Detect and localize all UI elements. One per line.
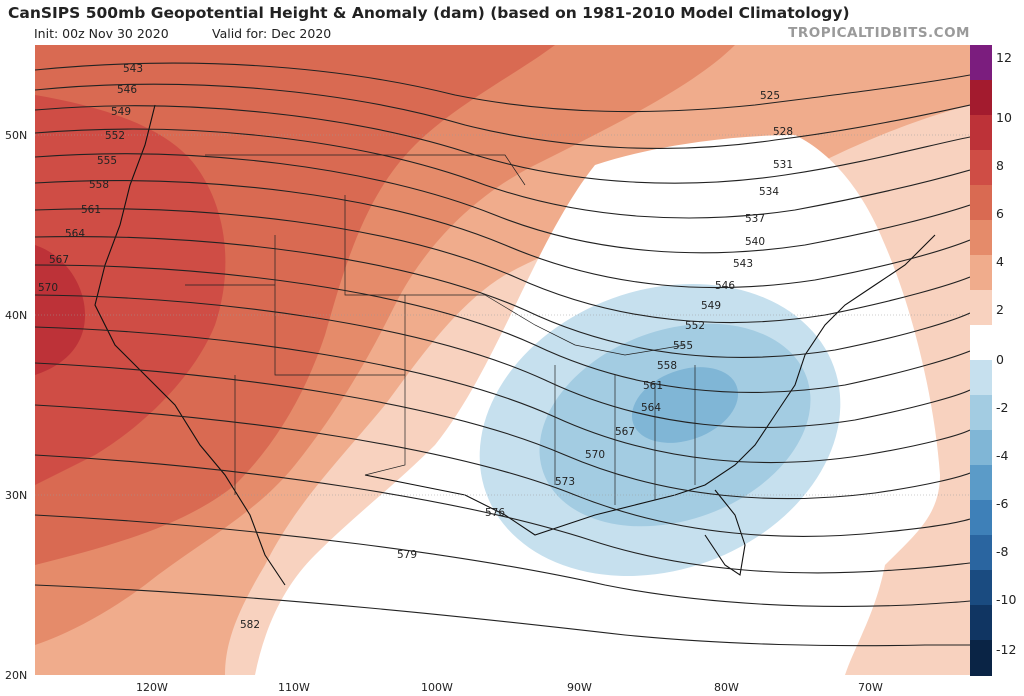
colorbar-swatch [970,185,992,221]
lat-label: 30N [5,489,28,502]
lon-label: 70W [858,681,883,694]
contour-label: 549 [701,300,721,312]
colorbar-swatch [970,360,992,396]
contour-label: 543 [123,63,143,75]
contour-label: 540 [745,236,765,248]
colorbar-swatch [970,500,992,536]
contour-label: 558 [89,179,109,191]
lon-label: 90W [567,681,592,694]
contour-label: 576 [485,507,505,519]
contour-label: 528 [773,126,793,138]
colorbar-label: -4 [996,448,1009,463]
contour-label: 552 [105,130,125,142]
contour-label: 537 [745,213,765,225]
colorbar-swatch [970,325,992,361]
contour-label: 552 [685,320,705,332]
lon-label: 80W [714,681,739,694]
colorbar-label: 0 [996,352,1004,367]
lon-label: 120W [136,681,168,694]
contour-label: 561 [643,380,663,392]
contour-label: 564 [65,228,85,240]
brand-watermark: TROPICALTIDBITS.COM [788,25,970,41]
contour-label: 555 [673,340,693,352]
colorbar-swatch [970,220,992,256]
colorbar-swatch [970,255,992,291]
contour-label: 534 [759,186,779,198]
colorbar-label: -6 [996,496,1009,511]
contour-label: 543 [733,258,753,270]
init-time: Init: 00z Nov 30 2020 [34,26,169,41]
contour-label: 531 [773,159,793,171]
colorbar-swatch [970,45,992,81]
contour-label: 561 [81,204,101,216]
colorbar-swatch [970,290,992,326]
contour-label: 570 [585,449,605,461]
lat-label: 40N [5,309,28,322]
colorbar-swatch [970,80,992,116]
lon-label: 110W [278,681,310,694]
colorbar-swatch [970,640,992,676]
lat-label: 20N [5,669,28,682]
colorbar-label: 4 [996,254,1004,269]
colorbar-swatch [970,115,992,151]
colorbar-label: -10 [996,592,1017,607]
map-panel: 543 546 549 552 555 558 561 564 567 570 … [35,45,970,675]
contour-label: 567 [615,426,635,438]
contour-label: 525 [760,90,780,102]
colorbar-label: 6 [996,206,1004,221]
contour-label: 546 [117,84,137,96]
colorbar-label: -12 [996,642,1017,657]
contour-label: 567 [49,254,69,266]
contour-label: 579 [397,549,417,561]
colorbar-swatch [970,570,992,606]
contour-label: 573 [555,476,575,488]
colorbar-swatch [970,465,992,501]
lon-label: 100W [421,681,453,694]
colorbar-label: 10 [996,110,1012,125]
chart-title: CanSIPS 500mb Geopotential Height & Anom… [8,4,850,22]
contour-label: 570 [38,282,58,294]
contour-label: 582 [240,619,260,631]
colorbar-label: 2 [996,302,1004,317]
contour-label: 546 [715,280,735,292]
colorbar-label: -2 [996,400,1009,415]
colorbar-label: 8 [996,158,1004,173]
lat-label: 50N [5,129,28,142]
contour-label: 549 [111,106,131,118]
contour-label: 564 [641,402,661,414]
valid-time: Valid for: Dec 2020 [212,26,332,41]
colorbar-swatch [970,150,992,186]
colorbar-swatch [970,605,992,641]
colorbar-label: -8 [996,544,1009,559]
contour-label: 555 [97,155,117,167]
contour-label: 558 [657,360,677,372]
colorbar-swatch [970,535,992,571]
colorbar-swatch [970,395,992,431]
colorbar-label: 12 [996,50,1012,65]
colorbar-swatch [970,430,992,466]
